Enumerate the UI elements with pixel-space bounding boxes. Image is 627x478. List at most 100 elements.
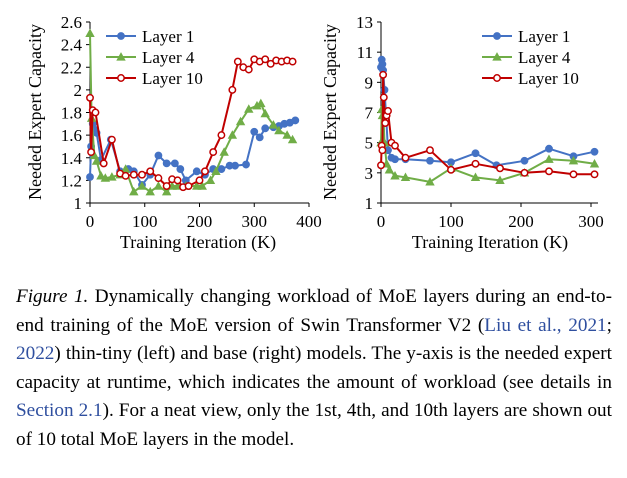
- left-legend-marker-layer-10: [117, 74, 125, 82]
- right-legend-label-layer-1: Layer 1: [518, 27, 570, 46]
- left-layer-10-point: [173, 176, 182, 185]
- right-legend-label-layer-4: Layer 4: [518, 48, 571, 67]
- figure-charts: Needed Expert Capacity Training Iteratio…: [25, 13, 604, 253]
- left-layer-10-point: [233, 57, 242, 66]
- right-layer-4-point: [544, 154, 554, 163]
- left-layer-4-point: [85, 28, 95, 37]
- left-layer-10-point: [99, 159, 108, 168]
- right-y-tick-label: 1: [365, 194, 374, 213]
- left-legend-label-layer-1: Layer 1: [142, 27, 194, 46]
- right-x-tick-label: 100: [438, 212, 464, 231]
- right-layer-10-point: [391, 141, 399, 150]
- left-y-tick-label: 2.6: [61, 13, 82, 32]
- section-link[interactable]: Section 2.1: [16, 400, 103, 422]
- left-layer-10-point: [129, 170, 138, 179]
- left-layer-10-point: [288, 57, 297, 66]
- left-layer-10-point: [195, 176, 204, 185]
- left-layer-10-point: [91, 108, 100, 117]
- left-x-tick-label: 300: [242, 212, 268, 231]
- left-layer-4-point: [129, 186, 139, 196]
- left-layer-10-point: [162, 182, 171, 190]
- left-y-tick-label: 2: [74, 81, 83, 100]
- right-layer-4-line: [380, 107, 595, 183]
- right-x-tick-label: 200: [508, 212, 534, 231]
- right-legend-marker-layer-1: [493, 32, 501, 40]
- left-layer-10-point: [107, 135, 116, 144]
- left-layer-4-point: [96, 171, 106, 180]
- left-layer-10-point: [184, 182, 193, 190]
- right-layer-10-point: [545, 167, 553, 176]
- left-layer-1-point: [242, 160, 250, 169]
- left-legend-marker-layer-1: [117, 32, 125, 40]
- left-legend-marker-layer-4: [116, 52, 126, 61]
- right-layer-4-point: [384, 164, 395, 174]
- left-layer-4-point: [219, 147, 229, 156]
- right-layer-10-point: [590, 170, 599, 179]
- left-y-tick-label: 1.2: [61, 171, 82, 190]
- left-layer-4-point: [274, 125, 284, 135]
- right-x-tick-label: 300: [578, 212, 604, 231]
- left-layer-10-point: [146, 167, 155, 176]
- left-layer-1-point: [176, 165, 185, 173]
- right-x-tick-label: 0: [377, 212, 386, 231]
- right-layer-10-point: [401, 153, 410, 162]
- left-layer-4-point: [145, 186, 155, 196]
- caption-text-4: ). For a neat view, only the 1st, 4th, a…: [16, 400, 612, 450]
- right-layer-10-point: [471, 159, 480, 168]
- left-y-tick-label: 1.6: [61, 126, 82, 145]
- left-x-axis-label: Training Iteration (K): [120, 232, 276, 253]
- right-layer-4-point: [470, 172, 481, 182]
- left-layer-10-point: [138, 170, 146, 179]
- left-y-tick-label: 2.4: [61, 36, 83, 55]
- right-layer-4-point: [495, 175, 505, 185]
- left-layer-10-point: [201, 167, 209, 176]
- left-layer-4-point: [107, 172, 117, 181]
- left-x-tick-label: 200: [187, 212, 213, 231]
- left-y-tick-label: 2.2: [61, 58, 82, 77]
- left-layer-4-point: [244, 104, 254, 113]
- left-layer-4-point: [282, 130, 292, 139]
- left-layer-10-point: [244, 65, 253, 74]
- right-y-axis-label: Needed Expert Capacity: [320, 24, 340, 200]
- right-y-tick-label: 5: [365, 134, 374, 153]
- right-layer-10-point: [520, 168, 529, 177]
- right-layer-4-point: [568, 155, 579, 165]
- left-layer-4-point: [161, 186, 172, 196]
- right-layer-1-point: [520, 156, 529, 165]
- figure-label: Figure 1.: [16, 286, 89, 307]
- left-layer-10-point: [217, 131, 226, 140]
- left-layer-4-point: [235, 116, 246, 126]
- right-series-layer-10: [377, 70, 599, 179]
- left-layer-1-point: [217, 165, 226, 173]
- caption-text-1: Dynamically changing workload of MoE lay…: [16, 286, 612, 336]
- right-y-tick-label: 9: [365, 73, 374, 92]
- left-layer-4-point: [137, 181, 147, 190]
- left-layer-4-point: [153, 181, 164, 190]
- right-layer-10-point: [377, 161, 385, 170]
- left-layer-1-point: [231, 161, 239, 170]
- left-layer-1-point: [170, 159, 179, 168]
- left-layer-10-point: [121, 171, 130, 180]
- citation-link-2022[interactable]: 2022: [16, 343, 55, 365]
- right-y-tick-label: 11: [357, 43, 373, 62]
- right-layer-10-point: [426, 146, 434, 155]
- right-layer-10-point: [378, 146, 387, 155]
- right-x-axis-label: Training Iteration (K): [412, 232, 568, 253]
- left-y-axis-label: Needed Expert Capacity: [25, 24, 45, 200]
- left-layer-10-point: [261, 55, 270, 64]
- left-layer-4-point: [227, 130, 238, 139]
- right-layer-10-point: [569, 170, 578, 179]
- right-y-tick-label: 13: [356, 13, 373, 32]
- right-y-tick-label: 3: [365, 164, 374, 183]
- left-y-tick-label: 1.4: [61, 149, 83, 168]
- left-y-tick-label: 1: [74, 194, 83, 213]
- right-layer-10-point: [381, 119, 390, 128]
- right-layer-4-point: [589, 158, 600, 168]
- left-layer-1-point: [255, 133, 264, 142]
- right-layer-10-point: [496, 164, 504, 173]
- left-layer-4-point: [197, 181, 207, 190]
- citation-link-2021[interactable]: Liu et al., 2021: [484, 314, 607, 336]
- figure-caption: Figure 1. Dynamically changing workload …: [16, 283, 612, 455]
- left-layer-1-point: [162, 159, 171, 168]
- right-chart: Needed Expert Capacity Training Iteratio…: [320, 13, 604, 253]
